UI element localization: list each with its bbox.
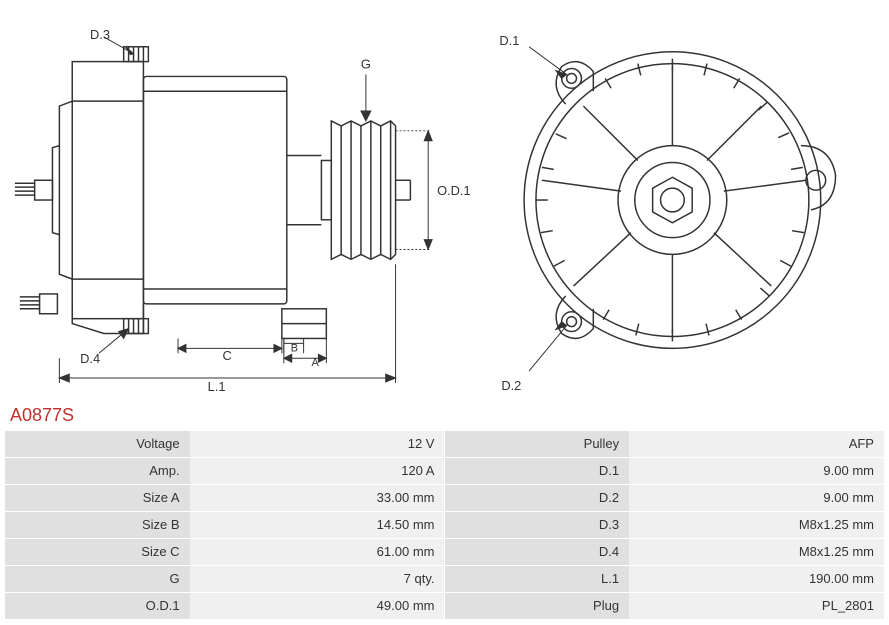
spec-value: M8x1.25 mm xyxy=(629,512,884,538)
spec-label: Size B xyxy=(5,512,190,538)
spec-label: L.1 xyxy=(445,566,630,592)
spec-label: Plug xyxy=(445,593,630,619)
table-row: Size B14.50 mm xyxy=(5,512,445,539)
table-row: O.D.149.00 mm xyxy=(5,593,445,620)
spec-label: O.D.1 xyxy=(5,593,190,619)
label-od1: O.D.1 xyxy=(437,183,471,198)
spec-value: 7 qty. xyxy=(190,566,445,592)
spec-label: Size A xyxy=(5,485,190,511)
label-d3: D.3 xyxy=(90,27,110,42)
table-row: D.3M8x1.25 mm xyxy=(445,512,885,539)
spec-label: Size C xyxy=(5,539,190,565)
table-row: Size C61.00 mm xyxy=(5,539,445,566)
spec-value: 33.00 mm xyxy=(190,485,445,511)
front-view xyxy=(524,47,835,371)
table-row: D.19.00 mm xyxy=(445,458,885,485)
spec-value: 49.00 mm xyxy=(190,593,445,619)
spec-value: 9.00 mm xyxy=(629,485,884,511)
spec-value: AFP xyxy=(629,431,884,457)
spec-value: M8x1.25 mm xyxy=(629,539,884,565)
spec-label: G xyxy=(5,566,190,592)
side-view xyxy=(15,37,432,383)
spec-value: 12 V xyxy=(190,431,445,457)
spec-value: 9.00 mm xyxy=(629,458,884,484)
spec-column-left: Voltage12 VAmp.120 ASize A33.00 mmSize B… xyxy=(5,431,445,620)
spec-column-right: PulleyAFPD.19.00 mmD.29.00 mmD.3M8x1.25 … xyxy=(445,431,885,620)
label-c: C xyxy=(223,348,232,363)
spec-value: 190.00 mm xyxy=(629,566,884,592)
label-b: B xyxy=(291,342,298,354)
spec-label: Pulley xyxy=(445,431,630,457)
part-number: A0877S xyxy=(5,400,884,431)
spec-label: D.2 xyxy=(445,485,630,511)
label-d2: D.2 xyxy=(501,378,521,393)
label-d1: D.1 xyxy=(499,33,519,48)
table-row: PlugPL_2801 xyxy=(445,593,885,620)
table-row: Size A33.00 mm xyxy=(5,485,445,512)
table-row: G7 qty. xyxy=(5,566,445,593)
alternator-diagram-svg: D.3 G O.D.1 D.4 C B A L.1 xyxy=(5,5,884,400)
spec-table: Voltage12 VAmp.120 ASize A33.00 mmSize B… xyxy=(5,431,884,620)
spec-value: 61.00 mm xyxy=(190,539,445,565)
spec-value: PL_2801 xyxy=(629,593,884,619)
table-row: D.29.00 mm xyxy=(445,485,885,512)
label-a: A xyxy=(312,357,320,369)
label-d4: D.4 xyxy=(80,351,100,366)
table-row: L.1190.00 mm xyxy=(445,566,885,593)
table-row: Amp.120 A xyxy=(5,458,445,485)
label-l1: L.1 xyxy=(208,379,226,394)
spec-value: 120 A xyxy=(190,458,445,484)
spec-label: Voltage xyxy=(5,431,190,457)
spec-label: D.1 xyxy=(445,458,630,484)
table-row: PulleyAFP xyxy=(445,431,885,458)
spec-value: 14.50 mm xyxy=(190,512,445,538)
spec-label: D.3 xyxy=(445,512,630,538)
table-row: Voltage12 V xyxy=(5,431,445,458)
technical-diagram: D.3 G O.D.1 D.4 C B A L.1 xyxy=(5,5,884,400)
table-row: D.4M8x1.25 mm xyxy=(445,539,885,566)
label-g: G xyxy=(361,57,371,72)
spec-label: D.4 xyxy=(445,539,630,565)
spec-label: Amp. xyxy=(5,458,190,484)
